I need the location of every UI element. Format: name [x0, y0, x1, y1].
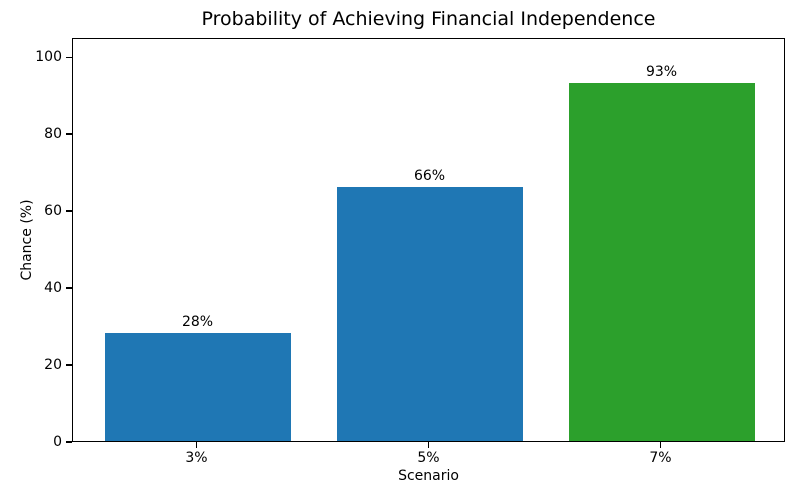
y-tick-mark — [66, 56, 72, 58]
plot-area: 28% 66% 93% — [72, 38, 785, 442]
bar — [104, 333, 291, 441]
y-tick-label: 100 — [35, 49, 62, 66]
x-tick-mark — [195, 442, 198, 448]
x-tick-mark — [659, 442, 662, 448]
x-tick-label: 7% — [649, 450, 672, 466]
y-tick-label: 60 — [44, 203, 62, 220]
y-tick-mark — [66, 133, 72, 135]
y-tick-mark — [66, 364, 72, 366]
y-tick-label: 20 — [44, 357, 62, 374]
bar-value-label: 28% — [181, 314, 214, 331]
x-tick-label: 5% — [417, 450, 440, 466]
bar — [568, 83, 755, 441]
x-tick-label: 3% — [185, 450, 208, 466]
chart-title: Probability of Achieving Financial Indep… — [201, 8, 656, 30]
bar-value-label: 93% — [645, 64, 678, 81]
bar — [336, 187, 523, 441]
x-tick-mark — [427, 442, 430, 448]
y-tick-label: 40 — [44, 280, 62, 297]
y-tick-mark — [66, 287, 72, 289]
bar-value-label: 66% — [413, 168, 446, 185]
x-axis-label: Scenario — [398, 468, 459, 484]
y-tick-label: 0 — [53, 434, 62, 450]
y-tick-mark — [66, 210, 72, 212]
y-tick-mark — [66, 441, 72, 443]
y-tick-label: 80 — [44, 126, 62, 143]
